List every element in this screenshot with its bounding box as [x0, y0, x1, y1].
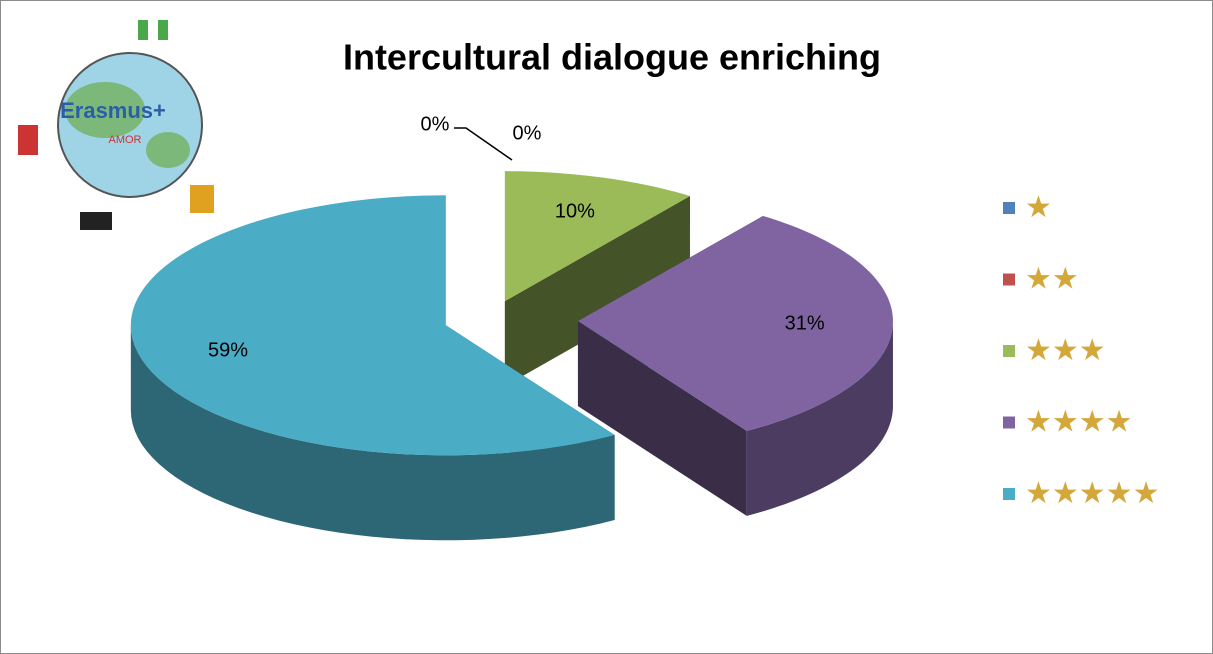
pie-tops	[130, 171, 893, 456]
logo-flag	[80, 212, 112, 230]
slice-radial-side	[504, 195, 690, 387]
slice-radial-side	[577, 321, 747, 516]
legend-swatch	[1003, 202, 1015, 214]
legend: ★★★★★★★★★★★★★★★	[1003, 191, 1159, 510]
legend-swatch	[1003, 273, 1015, 286]
logo: Erasmus+ AMOR	[18, 20, 214, 230]
legend-label: ★★★	[1025, 334, 1106, 367]
legend-swatch	[1003, 488, 1015, 500]
chart-title: Intercultural dialogue enriching	[343, 37, 881, 78]
logo-flag	[148, 20, 158, 40]
pie-slice	[577, 215, 893, 431]
slice-outer-side	[746, 321, 893, 516]
slice-outer-side	[130, 325, 615, 541]
logo-subtitle: AMOR	[109, 134, 142, 146]
data-label: 31%	[785, 312, 825, 334]
data-label: 0%	[421, 113, 450, 135]
logo-land	[146, 132, 190, 168]
logo-flag	[18, 125, 38, 155]
legend-label: ★	[1025, 191, 1052, 224]
data-label: 59%	[208, 340, 248, 362]
logo-land	[65, 82, 145, 138]
pie-slice	[504, 171, 690, 302]
data-label: 10%	[555, 200, 595, 222]
data-labels: 0% 0% 10% 31% 59%	[208, 113, 825, 361]
logo-text: Erasmus+	[60, 98, 166, 123]
legend-label: ★★	[1025, 262, 1079, 295]
legend-label: ★★★★	[1025, 405, 1133, 438]
pie-slice	[130, 195, 615, 456]
logo-flag	[190, 185, 214, 213]
legend-swatch	[1003, 345, 1015, 357]
data-label: 0%	[513, 122, 542, 144]
leader-line	[454, 127, 513, 161]
legend-swatch	[1003, 416, 1015, 429]
legend-label: ★★★★★	[1025, 477, 1159, 510]
